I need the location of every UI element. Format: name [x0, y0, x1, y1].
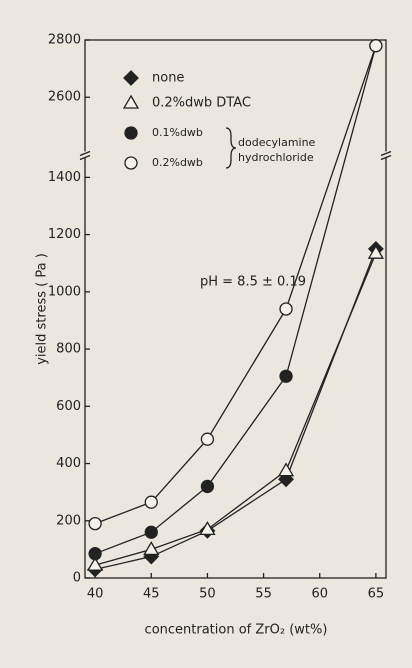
legend-group-label: dodecylamine — [238, 136, 316, 149]
x-tick-label: 45 — [143, 587, 160, 602]
data-point — [279, 302, 293, 316]
legend-marker — [124, 126, 138, 140]
series-line — [94, 45, 377, 555]
x-tick-label: 60 — [311, 587, 328, 602]
plot-frame — [84, 39, 387, 579]
data-point — [143, 541, 160, 556]
legend-brace — [225, 127, 237, 169]
data-point — [88, 547, 102, 561]
y-tick-label: 1200 — [48, 227, 81, 242]
data-point — [199, 521, 216, 536]
axis-break — [79, 150, 91, 161]
data-point — [144, 525, 158, 539]
axis-break — [380, 150, 392, 161]
y-tick-label: 800 — [56, 342, 81, 357]
y-tick-label: 400 — [56, 456, 81, 471]
data-point — [277, 462, 295, 477]
x-axis-label: concentration of ZrO₂ (wt%) — [145, 623, 328, 638]
legend-label: 0.2%dwb DTAC — [152, 96, 251, 111]
y-tick-label: 2600 — [48, 90, 81, 105]
y-axis-label: yield stress ( Pa ) — [35, 253, 50, 365]
legend-label: 0.1%dwb — [152, 126, 203, 139]
data-point — [278, 471, 294, 488]
series-line — [94, 248, 377, 571]
y-tick-label: 2800 — [48, 33, 81, 48]
legend-marker — [124, 156, 138, 170]
y-tick-label: 200 — [56, 513, 81, 528]
x-tick-label: 50 — [199, 587, 216, 602]
data-point — [144, 495, 158, 509]
annotation: pH = 8.5 ± 0.19 — [200, 275, 306, 290]
legend-marker — [122, 94, 140, 109]
x-tick-label: 55 — [255, 587, 272, 602]
axis-break-gap — [381, 151, 391, 158]
legend-label: 0.2%dwb — [152, 156, 203, 169]
data-point — [88, 516, 102, 531]
legend-group-label: hydrochloride — [238, 151, 314, 164]
y-tick-label: 0 — [73, 571, 81, 586]
data-point — [86, 556, 104, 571]
data-point — [367, 244, 385, 259]
data-point — [200, 432, 215, 446]
y-tick-label: 600 — [56, 399, 81, 414]
data-point — [200, 479, 215, 494]
y-tick-label: 1400 — [48, 170, 81, 185]
y-tick-label: 1000 — [48, 284, 81, 299]
legend-marker — [123, 70, 139, 86]
x-tick-label: 65 — [368, 587, 385, 602]
data-point — [369, 39, 383, 53]
data-point — [279, 369, 293, 383]
legend-label: none — [152, 71, 184, 86]
x-tick-label: 40 — [87, 587, 104, 602]
series-line — [94, 252, 377, 566]
axis-break-gap — [80, 151, 90, 158]
